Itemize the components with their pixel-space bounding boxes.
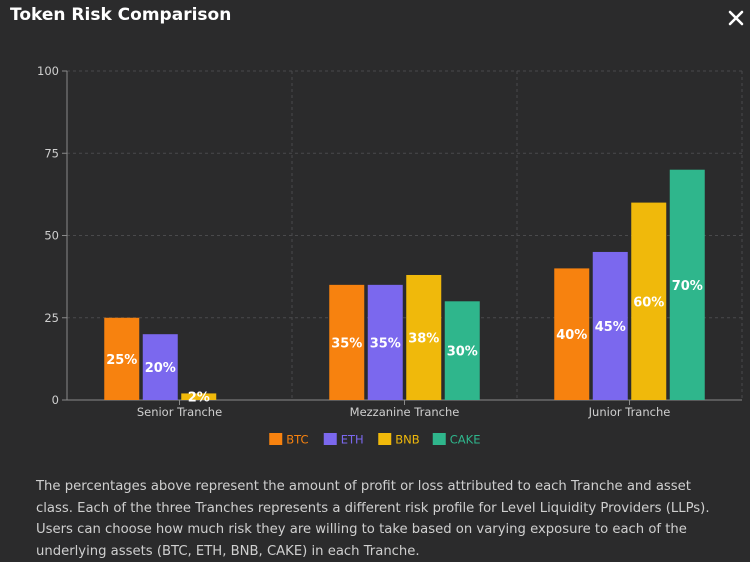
legend-swatch-eth — [323, 433, 337, 445]
bar-value-label: 38% — [408, 331, 439, 346]
legend-label-eth: ETH — [341, 433, 364, 447]
bar-value-label: 45% — [595, 320, 626, 335]
legend: BTC ETH BNB CAKE — [269, 433, 480, 447]
bar-eth — [142, 334, 178, 400]
bar-btc — [554, 268, 590, 400]
bar-value-label: 70% — [672, 279, 703, 294]
bar-value-label: 35% — [331, 336, 362, 351]
description-text: The percentages above represent the amou… — [36, 479, 710, 559]
bar-labels: 25% 20% 2% 35% 35% 38% 30% 40% 45% 60% 70% — [106, 279, 703, 406]
bar-eth — [592, 251, 628, 400]
bar-value-label: 2% — [188, 391, 210, 406]
bar-btc — [329, 284, 365, 400]
legend-swatch-bnb — [378, 433, 392, 445]
y-tick-label: 75 — [44, 146, 59, 160]
bar-bnb — [181, 393, 217, 400]
bar-bnb — [406, 274, 442, 400]
bar-value-label: 25% — [106, 353, 137, 368]
bar-cake — [444, 301, 480, 400]
bar-btc — [104, 317, 140, 400]
bar-value-label: 60% — [633, 295, 664, 310]
y-tick-label: 25 — [44, 311, 59, 325]
axes: 0 25 50 75 100 Senior Tranche Mezzanine Tranch… — [37, 64, 742, 419]
bars — [104, 169, 705, 400]
close-icon[interactable] — [725, 7, 747, 29]
legend-label-bnb: BNB — [395, 433, 419, 447]
bar-value-label: 35% — [370, 336, 401, 351]
bar-value-label: 20% — [145, 361, 176, 376]
bar-value-label: 30% — [447, 345, 478, 360]
bar-eth — [367, 284, 403, 400]
bar-cake — [669, 169, 705, 400]
dialog-title: Token Risk Comparison — [10, 5, 232, 25]
y-tick-label: 50 — [44, 229, 59, 243]
bar-chart: 0 25 50 75 100 Senior Tranche Mezzanine Tranch… — [37, 64, 743, 447]
y-tick-label: 0 — [52, 393, 59, 407]
legend-swatch-cake — [432, 433, 446, 445]
bar-bnb — [631, 202, 667, 400]
legend-swatch-btc — [269, 433, 283, 445]
x-tick-label: Junior Tranche — [588, 405, 671, 419]
x-tick-label: Senior Tranche — [137, 405, 222, 419]
bar-value-label: 40% — [556, 328, 587, 343]
legend-label-cake: CAKE — [450, 433, 481, 447]
x-tick-label: Mezzanine Tranche — [350, 405, 460, 419]
legend-label-btc: BTC — [286, 433, 308, 447]
y-tick-label: 100 — [37, 64, 59, 78]
